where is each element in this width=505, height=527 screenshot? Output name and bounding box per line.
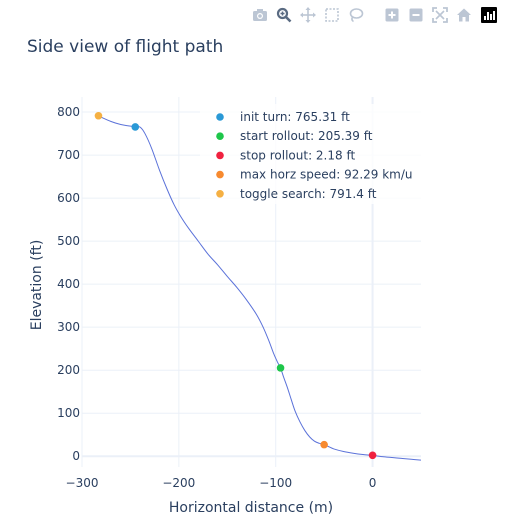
legend-label: toggle search: 791.4 ft	[240, 187, 377, 201]
legend-item[interactable]: toggle search: 791.4 ft	[216, 187, 377, 201]
x-axis: −300 −200 −100 0	[66, 476, 377, 490]
legend-label: start rollout: 205.39 ft	[240, 129, 373, 143]
marker-point[interactable]	[276, 364, 285, 372]
x-tick-label: 0	[369, 476, 377, 490]
legend-background	[200, 104, 425, 204]
grid	[81, 97, 421, 467]
y-tick-label: 200	[57, 363, 80, 377]
marker-point[interactable]	[94, 111, 103, 120]
x-axis-title: Horizontal distance (m)	[169, 500, 333, 516]
pan-icon[interactable]	[297, 4, 319, 26]
marker-point[interactable]	[131, 123, 140, 131]
x-tick-label: −200	[162, 476, 195, 490]
zoom-in-icon[interactable]	[381, 4, 403, 26]
legend-label: init turn: 765.31 ft	[240, 110, 350, 124]
autoscale-icon[interactable]	[429, 4, 451, 26]
box-select-icon[interactable]	[321, 4, 343, 26]
legend-marker	[216, 113, 224, 121]
legend-item[interactable]: stop rollout: 2.18 ft	[216, 148, 355, 162]
legend-item[interactable]: init turn: 765.31 ft	[216, 110, 350, 124]
x-tick-label: −100	[259, 476, 292, 490]
modebar	[249, 4, 497, 26]
marker-point[interactable]	[320, 440, 328, 449]
camera-icon[interactable]	[249, 4, 271, 26]
reset-axes-icon[interactable]	[453, 4, 475, 26]
legend-marker	[216, 190, 224, 198]
zoom-out-icon[interactable]	[405, 4, 427, 26]
y-tick-label: 500	[57, 234, 80, 248]
y-tick-label: 0	[72, 449, 80, 463]
y-tick-label: 600	[57, 191, 80, 205]
marker-point[interactable]	[368, 451, 377, 460]
y-tick-label: 100	[57, 406, 80, 420]
flight-path-line	[98, 115, 421, 461]
legend-item[interactable]: start rollout: 205.39 ft	[216, 129, 373, 143]
y-axis-title: Elevation (ft)	[29, 240, 45, 331]
lasso-select-icon[interactable]	[345, 4, 367, 26]
plot-area[interactable]	[94, 111, 421, 461]
legend: init turn: 765.31 ft start rollout: 205.3…	[200, 104, 425, 204]
y-tick-label: 300	[57, 320, 80, 334]
y-tick-label: 700	[57, 148, 80, 162]
y-tick-label: 400	[57, 277, 80, 291]
x-tick-label: −300	[66, 476, 99, 490]
legend-marker	[216, 151, 224, 160]
legend-label: max horz speed: 92.29 km/u	[240, 168, 413, 182]
legend-item[interactable]: max horz speed: 92.29 km/u	[216, 168, 413, 182]
y-tick-label: 800	[57, 105, 80, 119]
y-axis: 0 100 200 300 400 500 600 700 800	[57, 105, 80, 463]
zoom-icon[interactable]	[273, 4, 295, 26]
plotly-logo-icon[interactable]	[481, 7, 497, 23]
legend-marker	[216, 170, 224, 179]
legend-marker	[216, 132, 224, 140]
chart-title: Side view of flight path	[27, 37, 223, 57]
legend-label: stop rollout: 2.18 ft	[240, 148, 355, 162]
series-group	[94, 111, 421, 461]
